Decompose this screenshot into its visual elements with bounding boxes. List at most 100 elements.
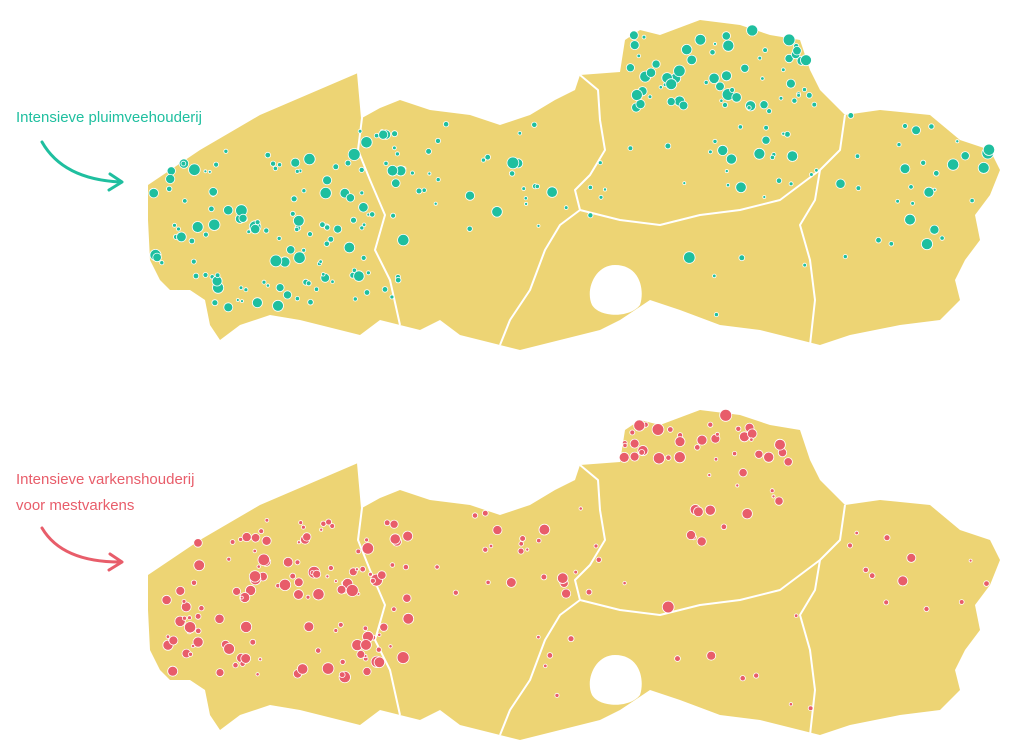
farm-dot: [330, 279, 335, 284]
farm-dot: [696, 536, 707, 547]
farm-dot: [202, 272, 209, 278]
farm-dot: [182, 198, 188, 204]
farm-dot: [540, 573, 548, 581]
farm-dot: [760, 76, 765, 81]
farm-dot: [708, 149, 713, 155]
map-poultry: [148, 20, 1000, 350]
farm-dot: [706, 650, 717, 661]
farm-dot: [652, 452, 666, 465]
farm-dot: [327, 236, 335, 243]
farm-dot: [651, 59, 661, 69]
farm-dot: [573, 569, 578, 575]
farm-dot: [786, 78, 796, 89]
farm-dot: [264, 518, 270, 523]
farm-dot: [923, 605, 930, 612]
farm-dot: [921, 238, 934, 251]
farm-dot: [321, 272, 326, 277]
farm-dot: [631, 89, 643, 101]
arrow: [40, 140, 122, 184]
farm-dot: [721, 70, 732, 82]
farm-dot: [321, 662, 335, 675]
farm-dot: [906, 552, 917, 563]
farm-dot: [333, 579, 338, 584]
farm-dot: [290, 157, 301, 168]
farm-dot: [729, 87, 735, 93]
farm-dot: [180, 601, 192, 613]
farm-dot: [484, 153, 491, 161]
farm-dot: [296, 663, 309, 675]
farm-dot: [627, 145, 634, 152]
farm-dot: [794, 613, 799, 618]
farm-dot: [238, 213, 248, 223]
farm-dot: [897, 575, 909, 587]
farm-dot: [506, 156, 520, 170]
farm-dot: [390, 212, 397, 219]
farm-dot: [215, 668, 225, 678]
farm-dot: [207, 169, 212, 174]
farm-dot: [902, 123, 908, 129]
farm-dot: [292, 215, 305, 227]
farm-dot: [719, 98, 724, 103]
farm-dot: [694, 33, 707, 46]
farm-dot: [256, 564, 261, 569]
farm-dot: [367, 571, 373, 577]
farm-dot: [983, 580, 990, 587]
farm-dot: [356, 649, 366, 659]
farm-dot: [899, 163, 911, 175]
farm-dot: [888, 241, 894, 247]
farm-dot: [674, 436, 686, 447]
farm-dot: [557, 572, 569, 584]
arrow-head: [107, 172, 124, 192]
farm-dot: [638, 449, 645, 456]
farm-dot: [305, 594, 311, 600]
farm-dot: [159, 260, 165, 266]
farm-dot: [359, 190, 365, 196]
farm-dot: [166, 166, 176, 176]
farm-dot: [214, 613, 225, 624]
farm-dot: [641, 34, 647, 40]
farm-dot: [722, 102, 729, 109]
farm-dot: [361, 542, 375, 555]
farm-dot: [709, 49, 716, 56]
farm-dot: [323, 240, 330, 247]
farm-dot: [786, 150, 799, 162]
farm-dot: [277, 162, 283, 168]
farm-dot: [379, 622, 389, 632]
farm-dot: [809, 172, 814, 177]
farm-dot: [567, 635, 575, 643]
farm-dot: [488, 543, 494, 549]
farm-dot: [875, 236, 882, 244]
farm-dot: [336, 584, 347, 595]
farm-dot: [781, 131, 786, 136]
farm-dot: [505, 577, 517, 588]
farm-dot: [369, 577, 376, 584]
farm-dot: [353, 270, 365, 282]
farm-dot: [307, 231, 313, 238]
farm-dot: [713, 42, 717, 46]
farm-dot: [757, 55, 763, 61]
farm-dot: [208, 205, 215, 213]
farm-dot: [324, 224, 331, 231]
farm-dot: [778, 95, 784, 101]
farm-dot: [587, 212, 594, 219]
farm-dot: [193, 559, 206, 572]
farm-dot: [238, 536, 244, 542]
farm-dot: [651, 423, 665, 436]
farm-dot: [339, 658, 346, 665]
farm-dot: [240, 653, 252, 664]
farm-dot: [713, 456, 719, 462]
farm-dot: [294, 168, 300, 174]
farm-dot: [307, 299, 314, 306]
farm-dot: [373, 132, 380, 139]
farm-dot: [167, 665, 179, 677]
farm-dot: [357, 129, 363, 134]
farm-dot: [759, 100, 769, 110]
farm-dot: [181, 615, 187, 621]
farm-dot: [373, 656, 386, 669]
farm-dot: [265, 283, 270, 288]
farm-dot: [563, 205, 569, 210]
farm-dot: [802, 87, 808, 93]
farm-dot: [910, 201, 915, 206]
farm-dot: [629, 40, 640, 50]
farm-dot: [618, 452, 630, 463]
